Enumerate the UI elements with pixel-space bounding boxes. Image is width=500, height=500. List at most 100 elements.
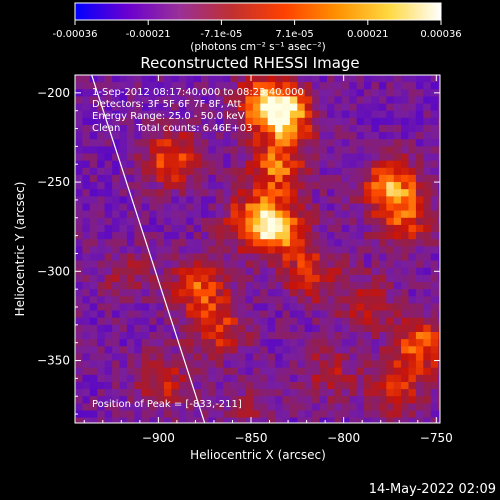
heatmap-pixel: [349, 75, 358, 83]
heatmap-pixel: [319, 417, 328, 423]
heatmap-pixel: [193, 82, 202, 90]
heatmap-pixel: [104, 189, 113, 197]
heatmap-pixel: [201, 289, 210, 297]
heatmap-pixel: [178, 303, 187, 312]
heatmap-pixel: [89, 274, 98, 283]
heatmap-pixel: [223, 210, 232, 219]
heatmap-pixel: [334, 232, 343, 240]
heatmap-pixel: [186, 153, 195, 162]
heatmap-pixel: [89, 182, 98, 190]
heatmap-pixel: [149, 332, 158, 340]
heatmap-pixel: [126, 417, 135, 423]
heatmap-pixel: [82, 260, 91, 269]
heatmap-pixel: [171, 210, 180, 219]
heatmap-pixel: [223, 153, 232, 162]
heatmap-pixel: [304, 396, 313, 404]
heatmap-pixel: [319, 167, 328, 176]
heatmap-pixel: [104, 139, 113, 147]
heatmap-pixel: [238, 346, 247, 355]
heatmap-pixel: [82, 139, 91, 147]
heatmap-pixel: [415, 382, 424, 390]
heatmap-pixel: [163, 125, 172, 133]
heatmap-pixel: [193, 267, 202, 276]
heatmap-pixel: [304, 139, 313, 147]
heatmap-pixel: [312, 396, 321, 404]
heatmap-pixel: [238, 382, 247, 390]
heatmap-pixel: [104, 96, 113, 105]
heatmap-pixel: [163, 174, 172, 183]
heatmap-pixel: [275, 196, 284, 205]
heatmap-pixel: [304, 146, 313, 155]
heatmap-pixel: [415, 125, 424, 133]
heatmap-pixel: [141, 96, 150, 105]
heatmap-pixel: [104, 353, 113, 362]
heatmap-pixel: [238, 246, 247, 255]
heatmap-pixel: [401, 75, 410, 83]
heatmap-pixel: [312, 296, 321, 305]
heatmap-pixel: [312, 232, 321, 240]
heatmap-pixel: [112, 239, 121, 247]
heatmap-pixel: [208, 196, 217, 205]
heatmap-pixel: [126, 182, 135, 190]
heatmap-pixel: [349, 367, 358, 376]
heatmap-pixel: [275, 125, 284, 133]
heatmap-pixel: [408, 75, 417, 83]
heatmap-pixel: [82, 282, 91, 290]
heatmap-pixel: [215, 182, 224, 190]
heatmap-pixel: [149, 96, 158, 105]
heatmap-pixel: [171, 353, 180, 362]
heatmap-pixel: [394, 425, 402, 433]
heatmap-pixel: [415, 417, 424, 423]
heatmap-pixel: [171, 125, 180, 133]
heatmap-pixel: [304, 296, 313, 305]
heatmap-pixel: [282, 189, 291, 197]
heatmap-pixel: [319, 132, 328, 140]
heatmap-pixel: [163, 289, 172, 297]
heatmap-pixel: [97, 296, 106, 305]
heatmap-pixel: [230, 339, 239, 347]
heatmap-pixel: [171, 224, 180, 233]
heatmap-pixel: [289, 274, 298, 283]
heatmap-pixel: [119, 75, 128, 83]
heatmap-pixel: [282, 260, 291, 269]
heatmap-pixel: [141, 410, 150, 419]
heatmap-pixel: [371, 89, 380, 98]
heatmap-pixel: [163, 324, 172, 333]
heatmap-pixel: [438, 410, 440, 419]
heatmap-pixel: [82, 360, 91, 369]
heatmap-pixel: [334, 382, 343, 390]
heatmap-pixel: [149, 203, 158, 212]
heatmap-pixel: [119, 146, 128, 155]
heatmap-pixel: [275, 274, 284, 283]
heatmap-pixel: [156, 96, 165, 105]
heatmap-pixel: [97, 303, 106, 312]
heatmap-pixel: [319, 246, 328, 255]
heatmap-pixel: [82, 267, 91, 276]
heatmap-pixel: [156, 246, 165, 255]
heatmap-pixel: [252, 267, 261, 276]
heatmap-pixel: [171, 374, 180, 383]
heatmap-pixel: [104, 410, 113, 419]
heatmap-pixel: [223, 89, 232, 98]
heatmap-pixel: [267, 103, 276, 112]
heatmap-pixel: [423, 410, 432, 419]
heatmap-pixel: [386, 339, 395, 347]
heatmap-pixel: [186, 339, 195, 347]
heatmap-pixel: [282, 82, 291, 90]
heatmap-pixel: [208, 317, 217, 326]
heatmap-pixel: [438, 232, 440, 240]
heatmap-pixel: [119, 396, 128, 404]
heatmap-pixel: [134, 346, 143, 355]
heatmap-pixel: [393, 303, 402, 312]
heatmap-pixel: [312, 282, 321, 290]
heatmap-pixel: [275, 396, 284, 404]
heatmap-pixel: [75, 189, 84, 197]
heatmap-pixel: [297, 382, 306, 390]
heatmap-pixel: [297, 253, 306, 262]
heatmap-pixel: [371, 174, 380, 183]
heatmap-pixel: [304, 310, 313, 319]
heatmap-pixel: [82, 403, 91, 412]
heatmap-pixel: [267, 253, 276, 262]
heatmap-pixel: [193, 117, 202, 126]
heatmap-pixel: [193, 96, 202, 105]
